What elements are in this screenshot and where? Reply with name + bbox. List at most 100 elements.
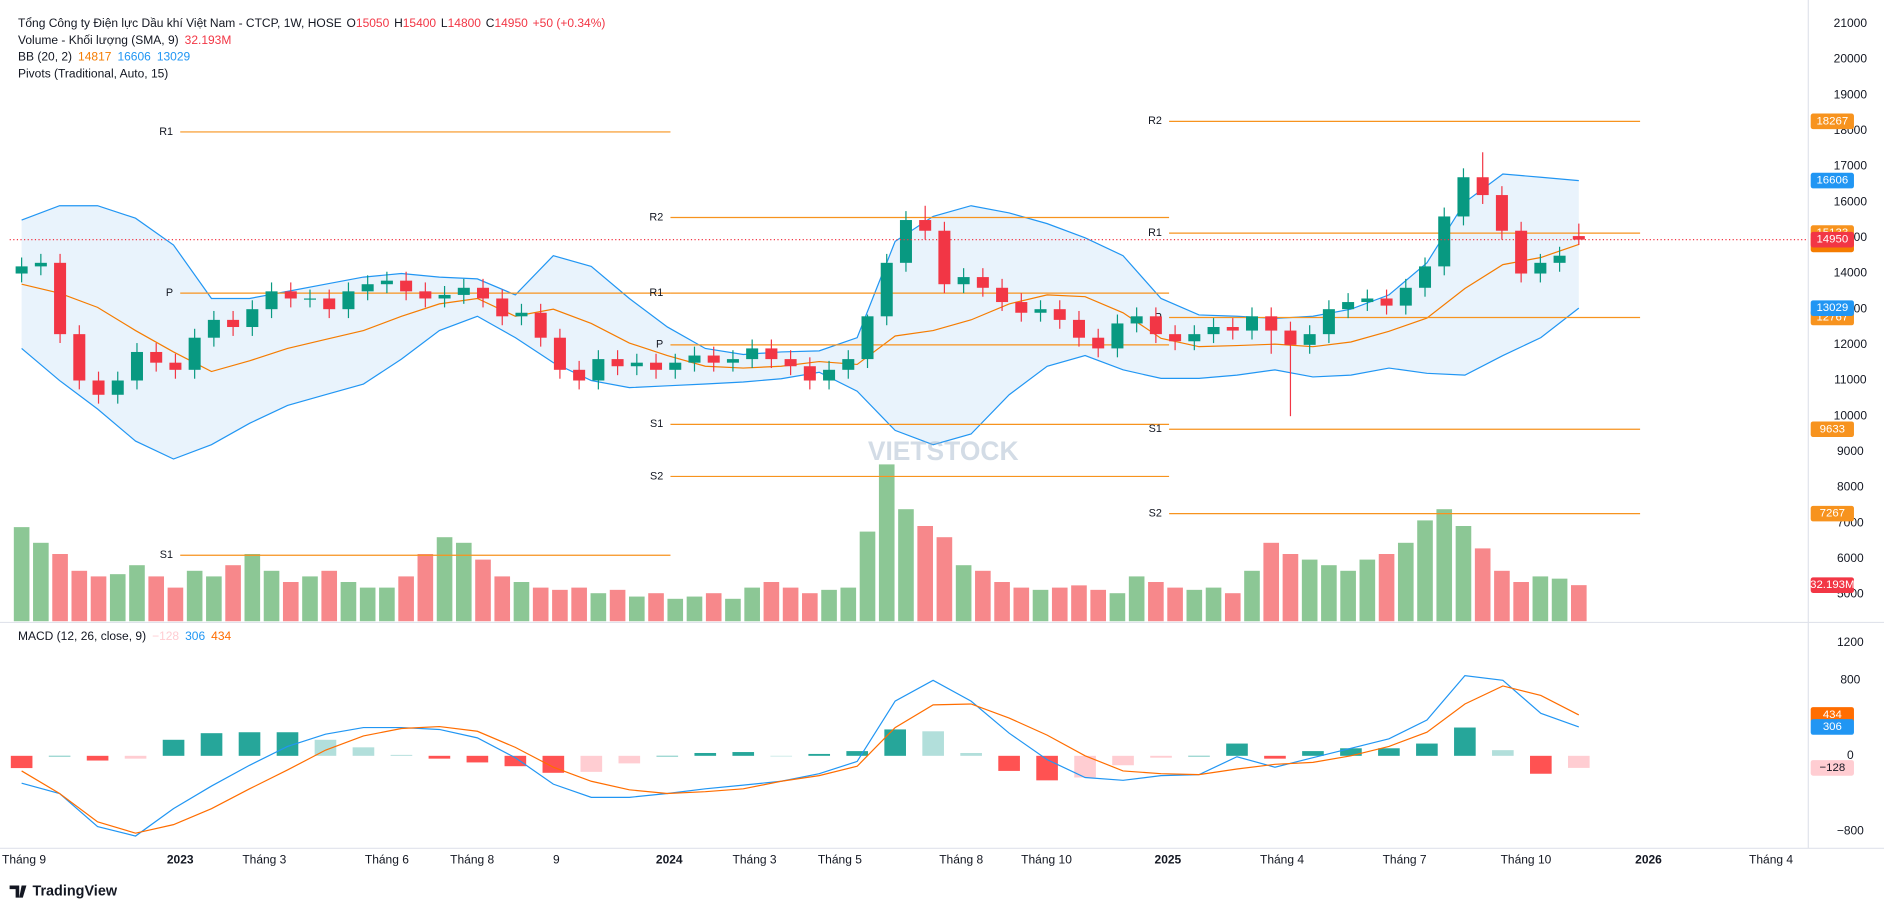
macd-histogram-bar — [998, 755, 1020, 771]
macd-histogram-bar — [770, 755, 793, 757]
candle-body — [1419, 266, 1432, 288]
macd-histogram-bar — [884, 729, 906, 756]
candle-body — [938, 230, 951, 285]
candle-body — [1207, 327, 1220, 335]
volume-bar — [1109, 593, 1126, 622]
volume-bar — [1417, 520, 1433, 622]
macd-histogram-bar — [1150, 755, 1172, 758]
volume-bar — [1301, 559, 1318, 622]
x-tick-label: Tháng 6 — [365, 852, 409, 866]
candle-body — [1188, 334, 1201, 342]
price-badge — [1810, 707, 1854, 723]
macd-histogram-bar — [960, 752, 982, 756]
price-badge-label: 13029 — [1816, 302, 1848, 314]
candle-body — [111, 380, 124, 395]
macd-histogram-bar — [1567, 755, 1590, 768]
macd-histogram-bar — [276, 732, 299, 756]
x-tick-label: Tháng 3 — [733, 852, 777, 866]
volume-bar — [359, 587, 376, 622]
candle-body — [207, 319, 220, 338]
candle-body — [1342, 302, 1355, 310]
volume-bar — [33, 542, 49, 622]
candle-body — [919, 220, 932, 231]
volume-bar — [955, 565, 972, 622]
volume-bar — [763, 582, 780, 622]
y-tick-label: 21000 — [1834, 16, 1868, 30]
pivot-label: S2 — [650, 470, 663, 482]
volume-bar — [340, 582, 357, 622]
pivot-label: R2 — [1148, 115, 1162, 127]
candle-body — [323, 298, 336, 310]
volume-bar — [936, 537, 953, 622]
footer-logo — [9, 885, 27, 898]
price-badge-label: 32.193M — [1810, 579, 1854, 591]
candle-body — [842, 359, 855, 370]
candle-body — [34, 262, 47, 267]
volume-bar — [186, 570, 203, 622]
macd-histogram-bar — [1264, 755, 1286, 759]
volume-bar — [1071, 585, 1087, 622]
macd-histogram-bar — [618, 755, 641, 764]
x-tick-label: 2024 — [656, 852, 683, 866]
price-badge-label: 18267 — [1816, 115, 1848, 127]
legend-text: +50 (+0.34%) — [533, 16, 606, 30]
volume-bar — [225, 565, 241, 622]
volume-bar — [1090, 589, 1107, 622]
candle-body — [1265, 316, 1278, 331]
volume-bar — [686, 596, 703, 622]
volume-bar — [475, 559, 491, 622]
candle-body — [438, 294, 451, 299]
price-badge — [1810, 300, 1854, 316]
y-tick-label: 10000 — [1834, 408, 1868, 422]
price-badge — [1810, 577, 1854, 593]
volume-bar — [1321, 565, 1337, 622]
candle-body — [669, 362, 682, 370]
volume-bar — [379, 587, 395, 622]
y-tick-label: 14000 — [1834, 266, 1868, 280]
candle-body — [1169, 334, 1182, 342]
legend-line: Tổng Công ty Điện lực Dầu khí Việt Nam -… — [18, 16, 605, 30]
macd-histogram-bar — [1378, 748, 1400, 756]
x-tick-label: Tháng 10 — [1021, 852, 1072, 866]
candle-body — [746, 348, 759, 360]
volume-bar — [629, 596, 645, 622]
candle-body — [823, 369, 836, 381]
bb-basis — [21, 243, 1580, 373]
volume-bar — [1148, 582, 1164, 622]
macd-histogram-bar — [466, 755, 489, 763]
candle-body — [457, 287, 470, 295]
candle-body — [726, 359, 739, 363]
volume-bar — [1455, 526, 1472, 622]
volume-bar — [975, 570, 991, 622]
candle-body — [1495, 195, 1508, 231]
macd-histogram-bar — [48, 755, 71, 757]
candle-body — [1322, 309, 1335, 335]
legend-text: −128 — [152, 629, 179, 643]
y-tick-label: 16000 — [1834, 194, 1868, 208]
price-badge-label: −128 — [1819, 762, 1845, 774]
candle-body — [1053, 309, 1066, 320]
price-badge — [1810, 760, 1854, 776]
volume-bar — [1186, 589, 1203, 622]
candle-body — [1072, 319, 1085, 338]
legend-text: Volume - Khối lượng (SMA, 9) — [18, 33, 179, 47]
bb-lower — [21, 307, 1580, 460]
macd-histogram-bar — [808, 753, 831, 756]
volume-bar — [1474, 548, 1491, 622]
candle-body — [1457, 177, 1470, 217]
macd-histogram-bar — [238, 732, 261, 756]
candle-body — [899, 220, 912, 263]
macd-histogram-bar — [1492, 750, 1514, 756]
candle-body — [1149, 316, 1162, 335]
legend-line: BB (20, 2) 14817 16606 13029 — [18, 50, 190, 64]
legend-text: 434 — [211, 629, 231, 643]
bb-fill — [21, 174, 1579, 460]
candle-body — [515, 312, 528, 317]
macd-tick-label: 0 — [1847, 748, 1854, 762]
macd-histogram-bar — [86, 755, 109, 761]
macd-macd-line — [21, 675, 1580, 837]
price-badge-label: 434 — [1823, 709, 1843, 721]
macd-histogram-bar — [732, 752, 755, 756]
volume-bar — [1378, 554, 1395, 622]
